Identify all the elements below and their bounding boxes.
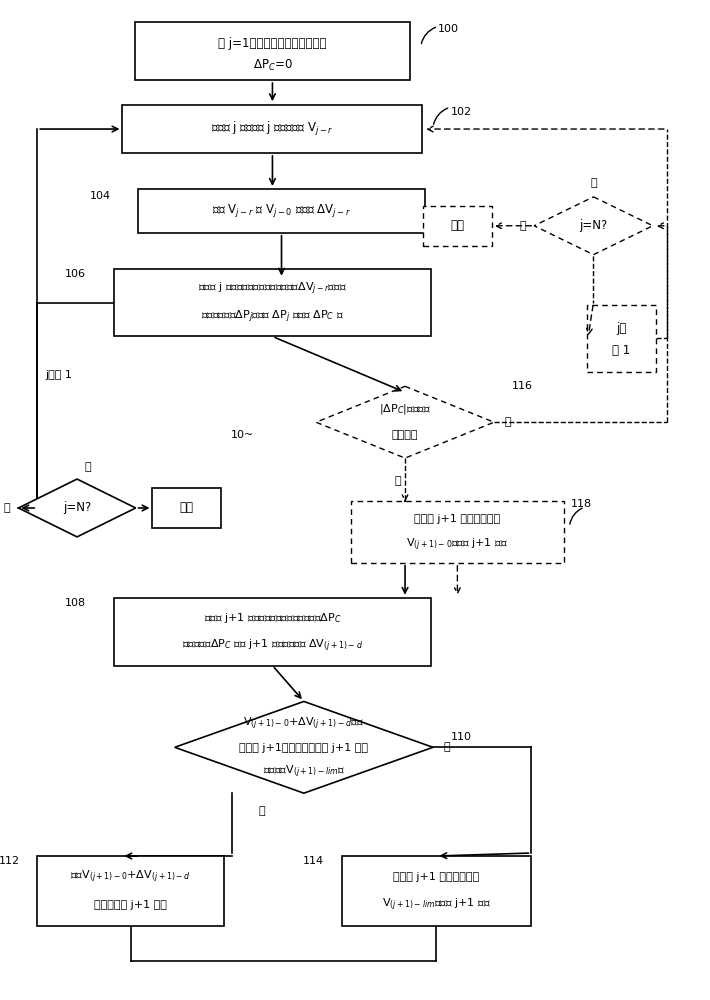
Polygon shape (316, 386, 494, 458)
Text: 是: 是 (84, 462, 91, 472)
Text: 依照第 j+1 变数的标准值: 依照第 j+1 变数的标准值 (415, 514, 501, 524)
Text: 依照第 j+1 变数的极限值: 依照第 j+1 变数的极限值 (393, 872, 479, 882)
Text: 否: 否 (4, 503, 10, 513)
Text: j值加 1: j值加 1 (45, 370, 72, 380)
Text: 的值控制第 j+1 制程: 的值控制第 j+1 制程 (94, 900, 168, 910)
Text: j=N?: j=N? (579, 219, 608, 232)
Text: 108: 108 (65, 598, 86, 608)
Text: 令 j=1，预估的累计参数偏差值: 令 j=1，预估的累计参数偏差值 (218, 37, 327, 50)
Text: 结束: 结束 (180, 501, 194, 514)
FancyBboxPatch shape (153, 488, 221, 528)
Text: 114: 114 (303, 856, 324, 866)
Text: 118: 118 (571, 499, 592, 509)
FancyBboxPatch shape (587, 305, 655, 372)
Text: 否: 否 (258, 806, 266, 816)
FancyBboxPatch shape (135, 22, 410, 80)
Text: 102: 102 (450, 107, 471, 117)
Polygon shape (18, 479, 136, 537)
Text: ΔP$_C$=0: ΔP$_C$=0 (253, 58, 293, 73)
Text: 否: 否 (590, 178, 597, 188)
Text: 是: 是 (519, 221, 526, 231)
Text: |ΔP$_C$|是否超出: |ΔP$_C$|是否超出 (379, 402, 431, 416)
Text: 否: 否 (505, 417, 511, 427)
Text: 110: 110 (450, 732, 471, 742)
Text: 超出第 j+1制程所容许的第 j+1 变数: 超出第 j+1制程所容许的第 j+1 变数 (239, 743, 368, 753)
Text: 依照V$_{(j+1)-0}$+ΔV$_{(j+1)-d}$: 依照V$_{(j+1)-0}$+ΔV$_{(j+1)-d}$ (70, 869, 191, 885)
Text: 100: 100 (438, 24, 459, 34)
Text: 是: 是 (444, 742, 450, 752)
FancyBboxPatch shape (351, 501, 564, 563)
Text: 结束: 结束 (450, 219, 464, 232)
Text: 加 1: 加 1 (612, 344, 630, 357)
FancyBboxPatch shape (114, 598, 431, 666)
Text: 估参数变化值ΔP$_j$，并将 ΔP$_j$ 累加到 ΔP$_C$ 上: 估参数变化值ΔP$_j$，并将 ΔP$_j$ 累加到 ΔP$_C$ 上 (201, 308, 344, 325)
Polygon shape (534, 197, 652, 255)
Text: V$_{(j+1)-0}$+ΔV$_{(j+1)-d}$是否: V$_{(j+1)-0}$+ΔV$_{(j+1)-d}$是否 (244, 715, 364, 732)
Text: 容许值？: 容许值？ (392, 430, 418, 440)
Text: 计算 V$_{j-r}$ 与 V$_{j-0}$ 的差值 ΔV$_{j-r}$: 计算 V$_{j-r}$ 与 V$_{j-0}$ 的差值 ΔV$_{j-r}$ (212, 202, 351, 219)
FancyBboxPatch shape (114, 269, 431, 336)
Text: 推算可补偿ΔP$_C$ 的第 j+1 变数的修正值 ΔV$_{(j+1)-d}$: 推算可补偿ΔP$_C$ 的第 j+1 变数的修正值 ΔV$_{(j+1)-d}$ (182, 637, 363, 654)
Text: 利用第 j 变数与结果参数的关系式，由ΔV$_{j-r}$计算预: 利用第 j 变数与结果参数的关系式，由ΔV$_{j-r}$计算预 (198, 280, 347, 297)
Text: j=N?: j=N? (63, 501, 91, 514)
FancyBboxPatch shape (37, 856, 224, 926)
Text: j值: j值 (616, 322, 626, 335)
Text: 取得第 j 制程的第 j 变数的数值 V$_{j-r}$: 取得第 j 制程的第 j 变数的数值 V$_{j-r}$ (212, 120, 334, 138)
Text: 112: 112 (0, 856, 20, 866)
Text: 10~: 10~ (231, 430, 253, 440)
Polygon shape (175, 701, 433, 793)
Text: 的极限值V$_{(j+1)-lim}$？: 的极限值V$_{(j+1)-lim}$？ (263, 764, 345, 780)
FancyBboxPatch shape (342, 856, 531, 926)
FancyBboxPatch shape (423, 206, 491, 246)
Text: 是: 是 (395, 476, 401, 486)
Text: 116: 116 (511, 381, 532, 391)
FancyBboxPatch shape (138, 189, 425, 233)
Text: V$_{(j+1)-0}$控制第 j+1 制程: V$_{(j+1)-0}$控制第 j+1 制程 (406, 537, 508, 553)
Text: 利用第 j+1 变数与结果参数的关系式，由ΔP$_C$: 利用第 j+1 变数与结果参数的关系式，由ΔP$_C$ (204, 611, 342, 625)
Text: V$_{(j+1)-lim}$控制第 j+1 制程: V$_{(j+1)-lim}$控制第 j+1 制程 (382, 897, 491, 913)
Text: 104: 104 (89, 191, 111, 201)
Text: 106: 106 (65, 269, 86, 279)
FancyBboxPatch shape (122, 105, 422, 153)
